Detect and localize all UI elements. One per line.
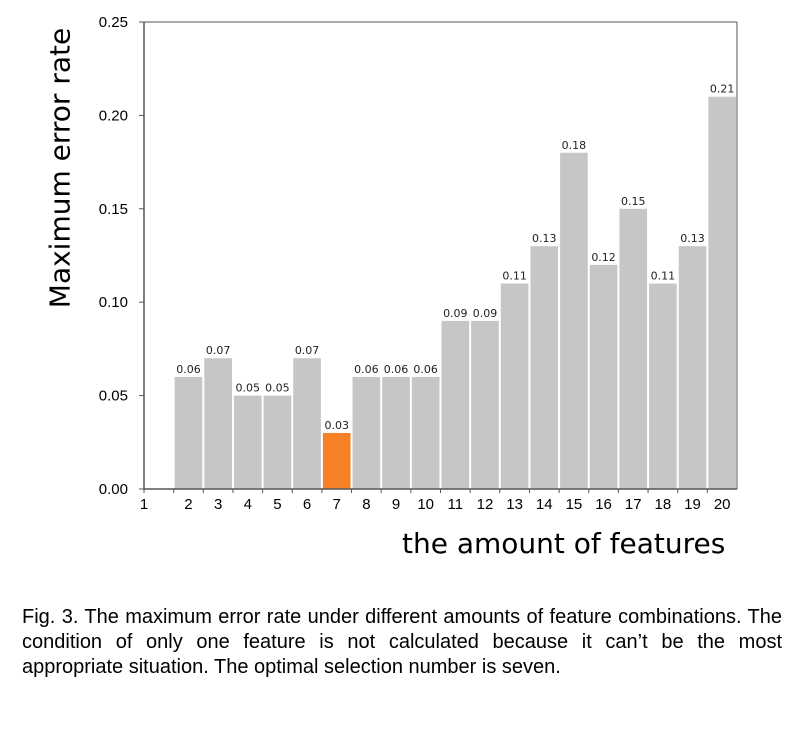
bar-value-label: 0.06 <box>176 363 201 376</box>
bar-value-label: 0.12 <box>591 251 616 264</box>
bar-value-label: 0.06 <box>413 363 438 376</box>
y-tick-label: 0.20 <box>99 107 128 124</box>
bar-value-label: 0.18 <box>562 139 587 152</box>
bar-3 <box>204 358 232 489</box>
bar-16 <box>589 264 618 489</box>
bar-value-label: 0.06 <box>354 363 379 376</box>
bar-value-label: 0.11 <box>502 270 527 283</box>
bar-18 <box>649 283 677 489</box>
x-tick-label: 9 <box>392 496 400 513</box>
x-tick-label: 18 <box>655 496 672 513</box>
x-tick-label: 5 <box>273 496 281 513</box>
bar-value-label: 0.11 <box>651 270 676 283</box>
y-tick-label: 0.10 <box>99 294 128 311</box>
bar-20 <box>708 96 736 489</box>
bar-11 <box>441 320 470 489</box>
bar-17 <box>619 208 648 490</box>
x-tick-label: 7 <box>333 496 341 513</box>
x-tick-label: 12 <box>477 496 494 513</box>
bar-value-label: 0.09 <box>443 307 468 320</box>
x-tick-label: 6 <box>303 496 311 513</box>
bar-value-label: 0.07 <box>206 344 231 357</box>
bar-value-label: 0.05 <box>236 382 261 395</box>
bar-value-label: 0.15 <box>621 195 646 208</box>
bar-value-label: 0.21 <box>710 83 735 96</box>
x-tick-label: 3 <box>214 496 222 513</box>
y-tick-label: 0.00 <box>99 481 128 498</box>
bar-value-label: 0.13 <box>680 232 705 245</box>
bar-value-label: 0.13 <box>532 232 557 245</box>
bar-15 <box>560 152 588 489</box>
y-tick-label: 0.05 <box>99 388 128 405</box>
y-axis-label: Maximum error rate <box>43 27 77 309</box>
bar-value-label: 0.03 <box>324 419 349 432</box>
bar-value-label: 0.05 <box>265 382 290 395</box>
x-tick-label: 13 <box>506 496 523 513</box>
x-axis-label: the amount of features <box>402 527 726 560</box>
bar-5 <box>263 395 292 489</box>
x-tick-label: 19 <box>684 496 701 513</box>
x-tick-label: 10 <box>417 496 434 513</box>
bar-4 <box>233 395 262 489</box>
bar-10 <box>411 376 440 489</box>
x-tick-label: 20 <box>714 496 731 513</box>
bar-value-label: 0.06 <box>384 363 409 376</box>
bar-chart: 0.06 0.07 0.05 0.05 0.07 0.03 0.06 0.06 0.06 0.09… <box>99 14 738 513</box>
figure-caption: Fig. 3. The maximum error rate under dif… <box>22 606 782 678</box>
bar-6 <box>293 358 321 489</box>
y-tick-label: 0.15 <box>99 201 128 218</box>
bar-2 <box>174 376 203 489</box>
bar-9 <box>382 376 410 489</box>
x-tick-label: 4 <box>244 496 252 513</box>
bar-14 <box>530 246 559 489</box>
bar-19 <box>678 246 707 489</box>
x-tick-label: 11 <box>448 496 464 513</box>
x-tick-label: 14 <box>536 496 553 513</box>
bar-8 <box>352 376 381 489</box>
bar-13 <box>500 283 529 489</box>
x-tick-label: 16 <box>595 496 612 513</box>
y-tick-label: 0.25 <box>99 14 128 31</box>
x-tick-label: 2 <box>184 496 192 513</box>
x-tick-label: 17 <box>625 496 642 513</box>
x-tick-label: 1 <box>140 496 148 513</box>
bar-12 <box>471 320 499 489</box>
bar-7 <box>322 432 351 489</box>
x-tick-label: 15 <box>566 496 583 513</box>
bar-value-label: 0.07 <box>295 344 320 357</box>
x-tick-label: 8 <box>362 496 370 513</box>
bar-value-label: 0.09 <box>473 307 498 320</box>
